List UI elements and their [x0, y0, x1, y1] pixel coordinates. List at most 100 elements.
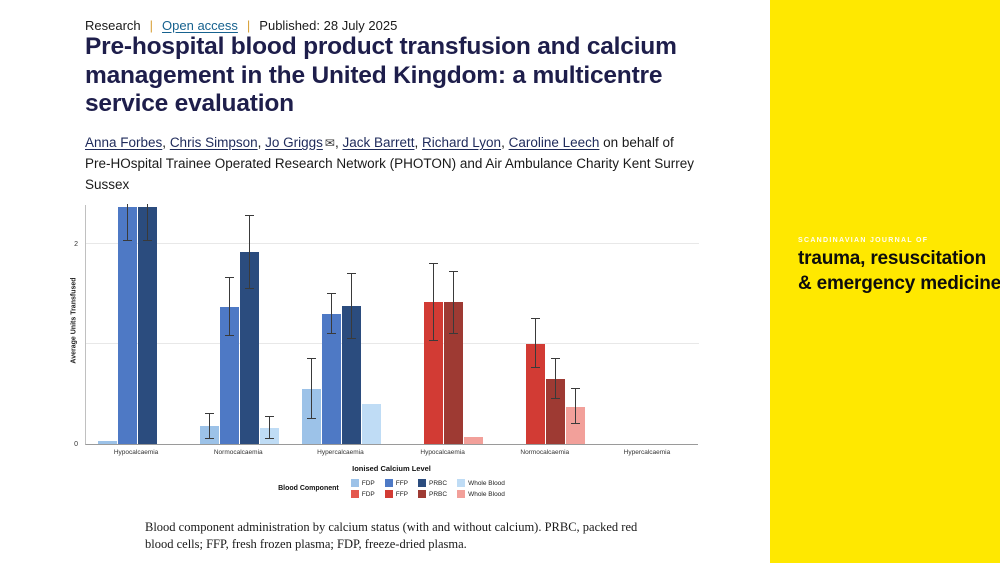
bar-whole-blood	[565, 205, 585, 444]
error-bar-cap	[428, 340, 438, 341]
bar	[219, 307, 239, 444]
error-bar-cap	[264, 416, 274, 417]
journal-panel: SCANDINAVIAN JOURNAL OF trauma, resuscit…	[770, 0, 1000, 563]
error-bar	[248, 216, 250, 289]
gridline	[86, 343, 699, 344]
error-bar-cap	[306, 418, 316, 419]
y-tick-label: 0	[74, 441, 78, 448]
x-tick-label: Hypocalcaemia	[113, 449, 159, 456]
bar-prbc	[648, 205, 667, 444]
bar-group	[188, 205, 290, 444]
legend-label: Whole Blood	[468, 479, 505, 487]
bar-ffp	[423, 205, 443, 444]
bar-ffp	[117, 204, 137, 444]
bar-whole-blood	[361, 205, 381, 444]
legend-rows: FDP FFP PRBC Whole Blood FDP FFP PRBC Whole Blo…	[350, 479, 505, 498]
on-behalf-text: on behalf of Pre-HOspital Trainee Operat…	[85, 135, 694, 192]
legend-row: FDP FFP PRBC Whole Blood	[350, 490, 505, 498]
error-bar-cap	[448, 271, 458, 272]
journal-kicker: SCANDINAVIAN JOURNAL OF	[798, 237, 929, 244]
article-title: Pre-hospital blood product transfusion a…	[85, 33, 677, 118]
error-bar-cap	[204, 438, 214, 439]
error-bar-cap	[346, 338, 356, 339]
author-link[interactable]: Anna Forbes	[85, 135, 163, 150]
author-link[interactable]: Chris Simpson	[169, 135, 258, 150]
author-link[interactable]: Caroline Leech	[508, 135, 600, 150]
bar	[321, 314, 341, 444]
error-bar-cap	[224, 335, 234, 336]
bar	[97, 441, 117, 444]
email-icon[interactable]: ✉	[324, 136, 335, 150]
legend-label: FFP	[395, 479, 408, 487]
bar-fdp	[608, 205, 627, 444]
author-link[interactable]: Richard Lyon	[422, 135, 502, 150]
bar-prbc	[443, 205, 463, 444]
kicker-research: Research	[85, 18, 141, 33]
bar	[423, 302, 443, 444]
bar-group	[86, 204, 188, 444]
chart-legend: Blood Component FDP FFP PRBC Whole Blood FDP…	[85, 479, 698, 498]
error-bar-cap	[204, 413, 214, 414]
error-bar	[534, 319, 536, 368]
legend-item: Whole Blood	[457, 479, 505, 487]
error-bar	[452, 272, 454, 334]
legend-swatch	[457, 490, 466, 498]
legend-label: FFP	[395, 490, 408, 498]
bar-whole-blood	[463, 205, 483, 444]
bar	[545, 379, 565, 444]
bar-group	[392, 205, 494, 444]
legend-swatch	[418, 479, 426, 487]
bar-ffp	[321, 205, 341, 444]
legend-item: Whole Blood	[457, 490, 505, 498]
legend-item: PRBC	[418, 479, 447, 487]
legend-item: FDP	[350, 490, 375, 498]
error-bar-cap	[570, 388, 580, 389]
error-bar	[146, 204, 148, 241]
kicker-separator: |	[246, 18, 251, 33]
bar-whole-blood	[158, 205, 177, 444]
legend-swatch	[384, 479, 393, 487]
x-tick-label: Hypercalcaemia	[317, 449, 364, 456]
error-bar-cap	[326, 293, 336, 294]
bar-ffp	[219, 205, 239, 444]
error-bar	[228, 278, 230, 336]
bar	[341, 306, 361, 444]
error-bar	[268, 417, 270, 439]
bar-ffp	[525, 205, 545, 444]
bar	[463, 437, 483, 444]
bar-fdp	[506, 205, 525, 444]
error-bar-cap	[346, 273, 356, 274]
error-bar	[432, 264, 434, 341]
error-bar	[350, 274, 352, 339]
legend-swatch	[418, 490, 426, 498]
open-access-link[interactable]: Open access	[162, 18, 238, 33]
legend-item: PRBC	[418, 490, 447, 498]
bar-group	[596, 205, 698, 444]
bar-fdp	[199, 205, 219, 444]
error-bar-cap	[550, 358, 560, 359]
author-separator: ,	[501, 135, 509, 150]
error-bar-cap	[142, 240, 152, 241]
author-link[interactable]: Jack Barrett	[342, 135, 415, 150]
error-bar	[574, 389, 576, 424]
article-kicker: Research | Open access | Published: 28 J…	[85, 18, 397, 33]
legend-swatch	[384, 490, 393, 498]
error-bar-cap	[550, 398, 560, 399]
figure-caption: Blood component administration by calciu…	[145, 520, 638, 551]
author-separator: ,	[334, 135, 343, 150]
author-separator: ,	[414, 135, 423, 150]
author-link[interactable]: Jo Griggs	[265, 135, 323, 150]
bar-whole-blood	[668, 205, 687, 444]
legend-title: Blood Component	[278, 485, 339, 492]
plot-area	[85, 204, 699, 445]
legend-item: FFP	[384, 479, 408, 487]
bar-prbc	[239, 205, 259, 444]
bar	[443, 302, 463, 444]
bar	[117, 207, 137, 444]
error-bar-cap	[448, 333, 458, 334]
error-bar-cap	[244, 215, 254, 216]
error-bar	[310, 359, 312, 419]
error-bar-cap	[326, 333, 336, 334]
